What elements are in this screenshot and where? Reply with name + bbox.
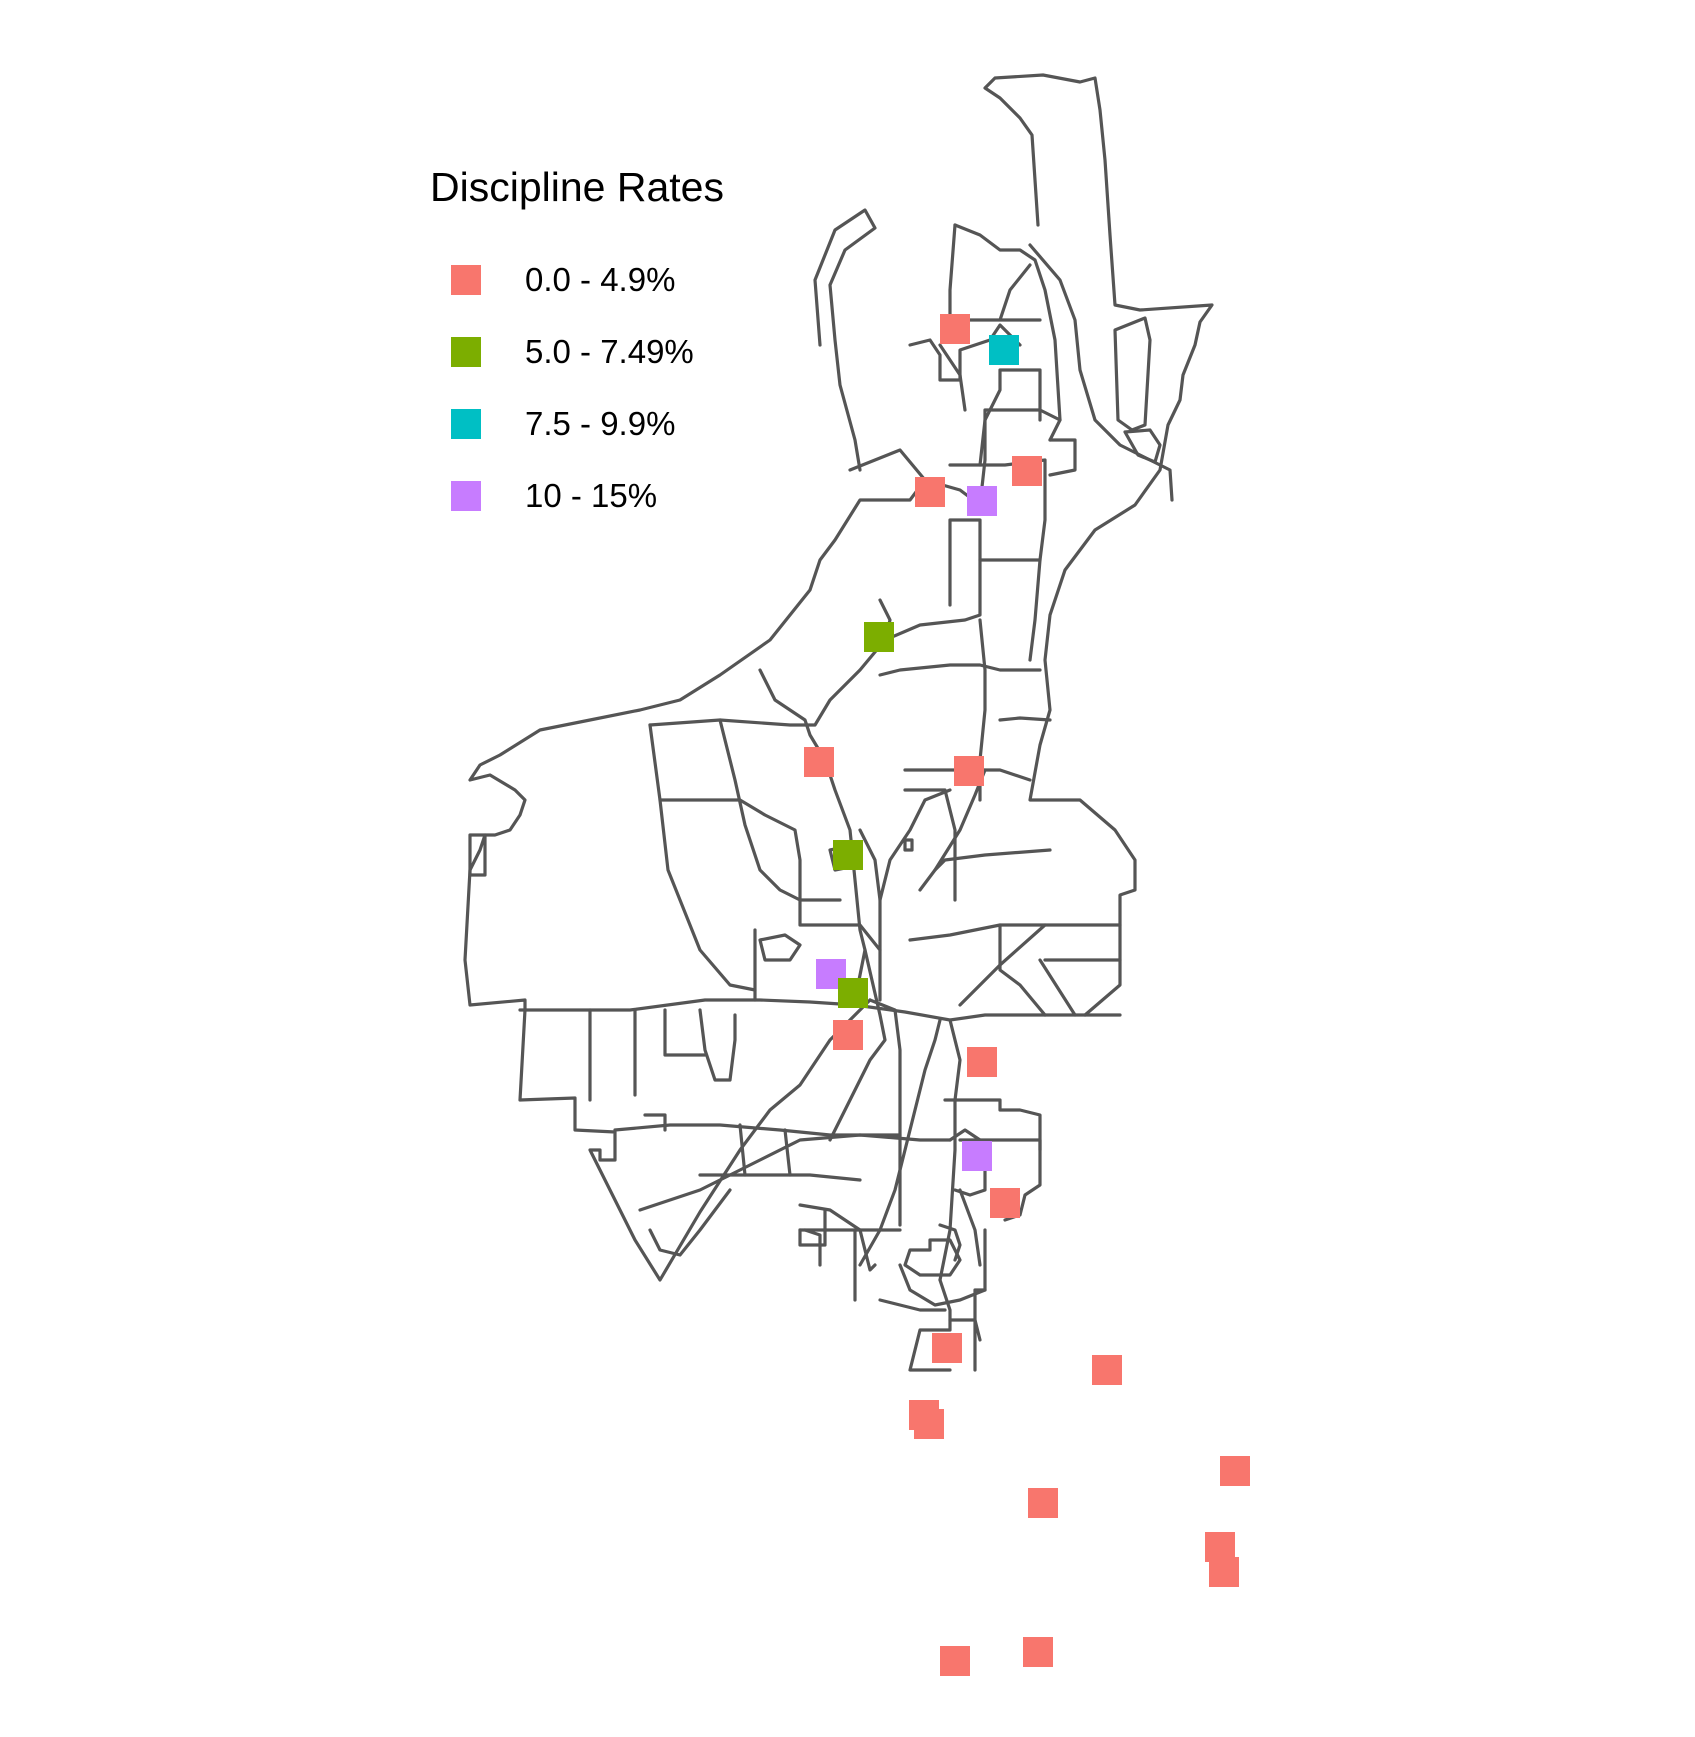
school-marker [1220,1456,1250,1486]
school-marker [914,1409,944,1439]
school-marker [990,1188,1020,1218]
legend-item-label: 0.0 - 4.9% [525,261,676,299]
legend-item-label: 10 - 15% [525,477,658,515]
school-marker [833,1020,863,1050]
school-marker [940,1646,970,1676]
legend: Discipline Rates 0.0 - 4.9% 5.0 - 7.49% 7.… [430,164,830,532]
legend-item: 5.0 - 7.49% [430,316,830,388]
legend-key-square [451,409,481,440]
school-marker [833,840,863,870]
school-marker [954,756,984,786]
legend-key-square [451,265,481,296]
school-marker [967,486,997,516]
school-marker [967,1047,997,1077]
school-marker [1092,1355,1122,1385]
legend-item: 0.0 - 4.9% [430,244,830,316]
school-marker [940,314,970,344]
school-marker [1209,1557,1239,1587]
school-marker [989,335,1019,365]
school-markers [804,314,1250,1676]
school-marker [864,622,894,652]
school-marker [1023,1637,1053,1667]
legend-key-square [451,481,481,512]
legend-title: Discipline Rates [430,164,724,210]
legend-item-label: 5.0 - 7.49% [525,333,694,371]
legend-item-label: 7.5 - 9.9% [525,405,676,443]
legend-item: 7.5 - 9.9% [430,388,830,460]
school-marker [962,1141,992,1171]
school-marker [804,747,834,777]
census-tract-boundaries [463,73,1214,1372]
legend-key-square [451,337,481,368]
legend-item: 10 - 15% [430,460,830,532]
school-marker [915,477,945,507]
school-marker [1028,1488,1058,1518]
school-marker [1012,456,1042,486]
school-marker [932,1333,962,1363]
school-marker [838,978,868,1008]
